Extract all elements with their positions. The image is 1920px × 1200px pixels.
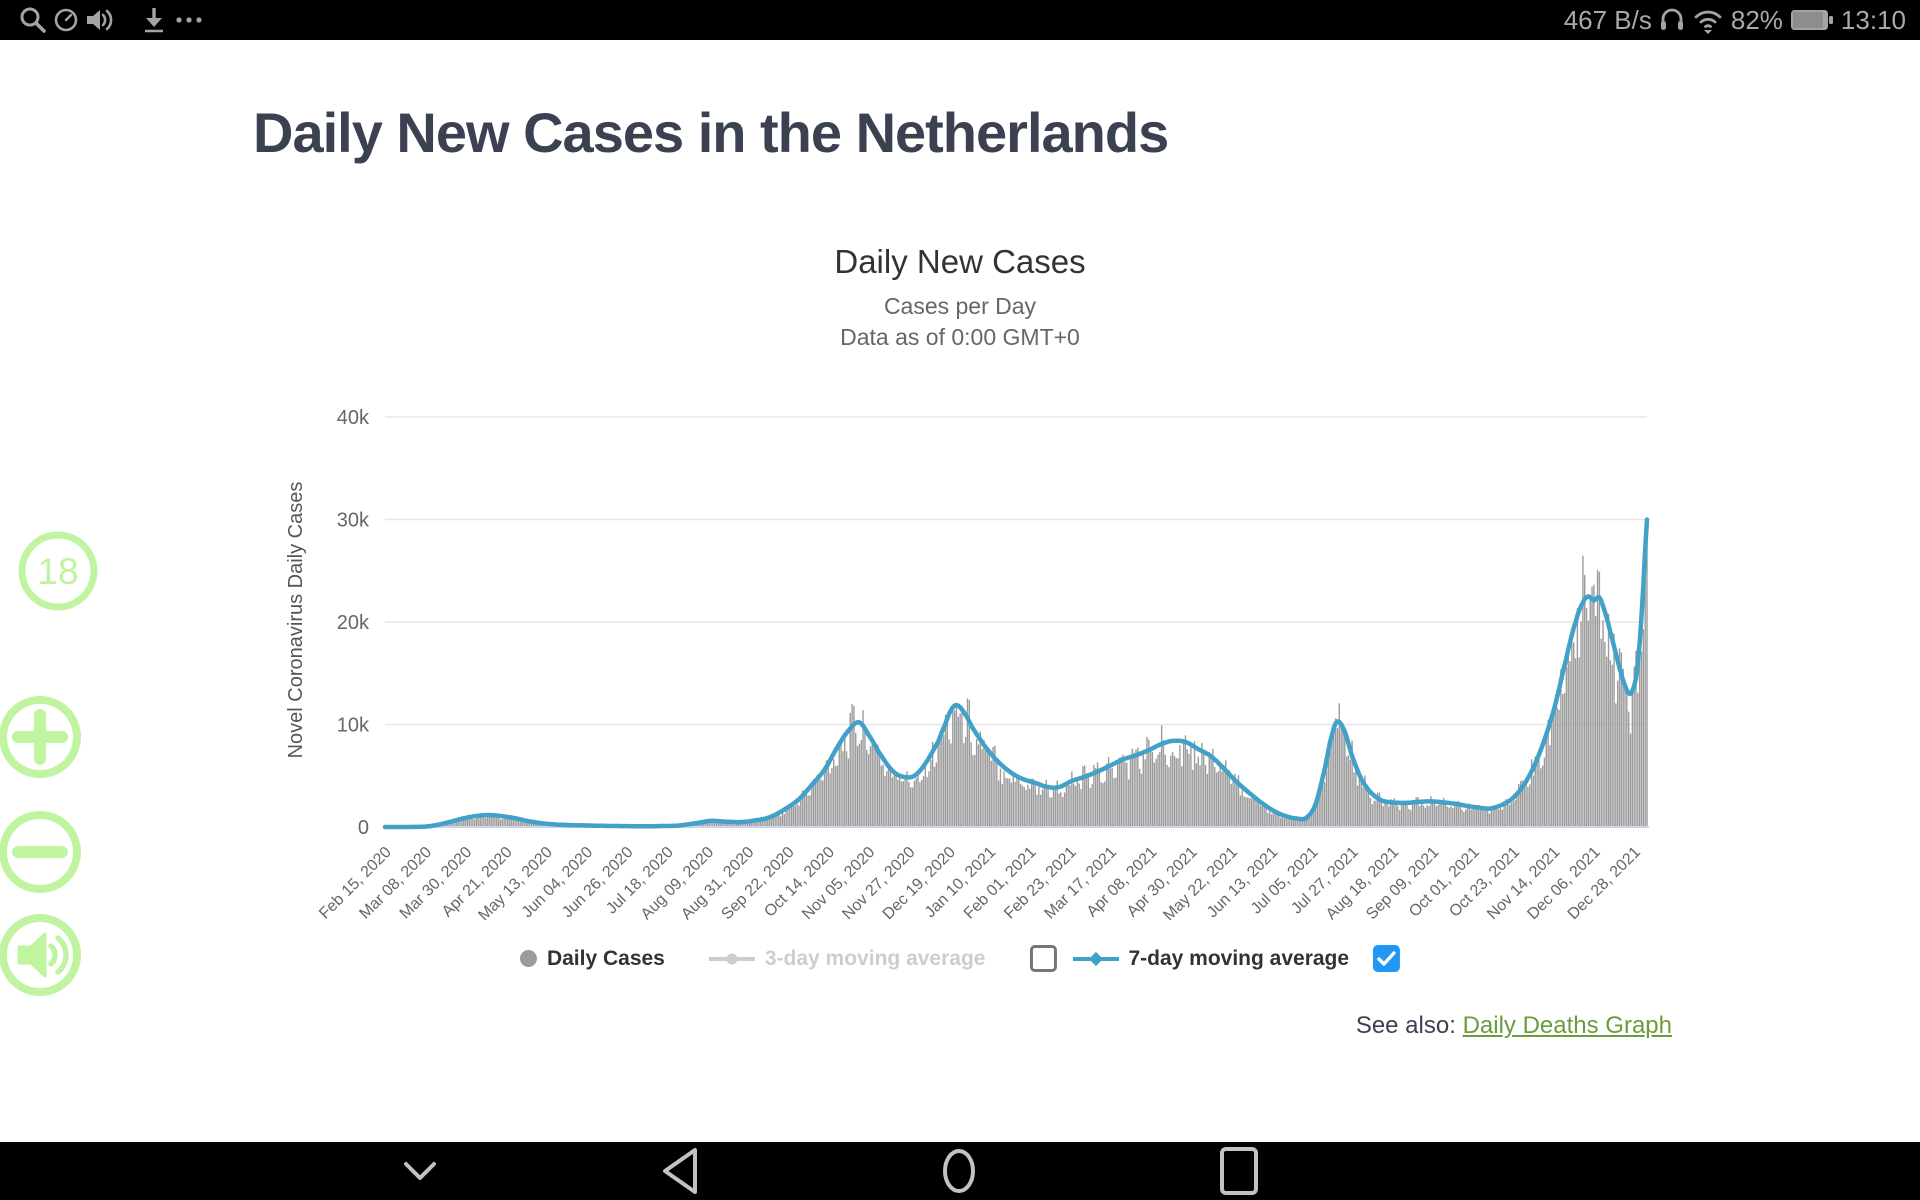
home-icon[interactable] xyxy=(919,1142,999,1200)
svg-text:Oct 14, 2020: Oct 14, 2020 xyxy=(761,844,838,920)
android-status-bar: 467 B/s 82% 13:10 xyxy=(0,0,1920,40)
legend-label: Daily Cases xyxy=(546,946,665,970)
wifi-icon xyxy=(1692,6,1724,34)
chart-canvas[interactable]: 0 10k 20k 30k 40k Novel Coronavirus Daily Cas… xyxy=(250,230,1700,925)
battery-percent: 82% xyxy=(1730,4,1783,35)
svg-text:Feb 15, 2020: Feb 15, 2020 xyxy=(316,844,395,920)
recents-icon[interactable] xyxy=(1199,1142,1279,1200)
more-icon[interactable] xyxy=(174,0,204,40)
zoom-in-button[interactable] xyxy=(0,688,89,791)
badge-number: 18 xyxy=(37,551,78,592)
svg-text:Apr 08, 2021: Apr 08, 2021 xyxy=(1084,844,1161,920)
daily-deaths-graph-link[interactable]: Daily Deaths Graph xyxy=(1462,1012,1672,1039)
svg-text:Apr 21, 2020: Apr 21, 2020 xyxy=(439,844,516,920)
status-time: 13:10 xyxy=(1840,4,1906,35)
ma7-checkbox[interactable] xyxy=(1373,945,1401,972)
ma7-marker-icon xyxy=(1072,951,1119,966)
y-grid: 0 10k 20k 30k 40k xyxy=(337,407,1647,839)
svg-text:Jan 10, 2021: Jan 10, 2021 xyxy=(922,844,1000,920)
see-also-line: See also: Daily Deaths Graph xyxy=(1356,1012,1672,1040)
page-title: Daily New Cases in the Netherlands xyxy=(253,101,1169,164)
chart-plot-area[interactable]: 0 10k 20k 30k 40k Novel Coronavirus Daily Cas… xyxy=(250,230,1700,925)
svg-text:30k: 30k xyxy=(337,510,370,532)
svg-text:0: 0 xyxy=(358,817,369,839)
legend-label: 7-day moving average xyxy=(1128,946,1350,970)
svg-text:Jun 13, 2021: Jun 13, 2021 xyxy=(1204,844,1282,920)
chart-data-as-of: Data as of 0:00 GMT+0 xyxy=(840,324,1080,350)
ma7-line xyxy=(382,517,1650,830)
legend-item-daily-cases[interactable]: Daily Cases xyxy=(519,946,665,971)
see-also-label: See also: xyxy=(1355,1012,1456,1039)
legend-item-7day-avg[interactable]: 7-day moving average xyxy=(1072,947,1349,971)
svg-text:40k: 40k xyxy=(337,407,370,429)
chart-subtitle: Cases per Day xyxy=(883,293,1037,319)
svg-text:Apr 30, 2021: Apr 30, 2021 xyxy=(1124,844,1201,920)
svg-text:10k: 10k xyxy=(337,715,370,737)
headset-icon xyxy=(1659,6,1685,34)
chart-title: Daily New Cases xyxy=(834,243,1086,280)
android-nav-bar xyxy=(0,1142,1920,1200)
svg-text:Jun 04, 2020: Jun 04, 2020 xyxy=(519,844,597,920)
download-icon[interactable] xyxy=(140,0,168,40)
hide-navbar-chevron-icon[interactable] xyxy=(380,1142,460,1200)
network-speed: 467 B/s xyxy=(1563,4,1652,35)
svg-text:Oct 23, 2021: Oct 23, 2021 xyxy=(1446,844,1523,920)
svg-text:Jun 26, 2020: Jun 26, 2020 xyxy=(559,844,637,920)
speaker-icon[interactable] xyxy=(84,0,114,40)
ma3-marker-icon xyxy=(708,953,755,964)
volume-button[interactable] xyxy=(0,906,89,1009)
svg-text:20k: 20k xyxy=(337,612,370,634)
legend-label: 3-day moving average xyxy=(764,946,986,970)
ma3-checkbox[interactable] xyxy=(1029,945,1057,972)
web-page: Daily New Cases in the Netherlands Daily… xyxy=(0,40,1920,1142)
check-icon xyxy=(1377,951,1396,966)
back-icon[interactable] xyxy=(641,1142,721,1200)
daily-cases-marker-icon xyxy=(519,950,537,967)
legend-item-3day-avg[interactable]: 3-day moving average xyxy=(708,946,986,971)
y-axis-title: Novel Coronavirus Daily Cases xyxy=(285,482,307,759)
battery-icon xyxy=(1790,8,1834,32)
chart-legend: Daily Cases 3-day moving average 7-day m… xyxy=(519,945,1401,972)
search-icon[interactable] xyxy=(18,0,48,40)
svg-text:Oct 01, 2021: Oct 01, 2021 xyxy=(1406,844,1483,920)
bars-series xyxy=(409,539,1648,827)
clock-icon[interactable] xyxy=(52,0,80,40)
filter-badge-18-button[interactable]: 18 xyxy=(14,527,102,620)
zoom-out-button[interactable] xyxy=(0,803,89,906)
